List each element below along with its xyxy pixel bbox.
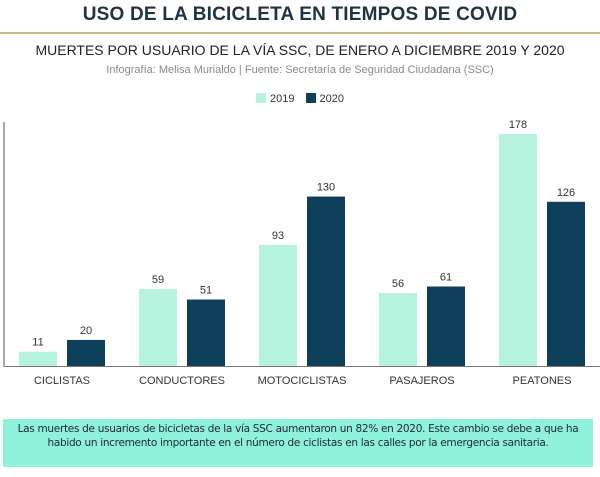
bar-conductores-2019 [139, 289, 177, 366]
bar-chart: 11 20 CICLISTAS 59 51 CONDUCTORES 93 130 MOTOCIC… [3, 119, 600, 387]
chart-subtitle: MUERTES POR USUARIO DE LA VÍA SSC, DE EN… [35, 42, 565, 58]
legend: 2019 2020 [0, 93, 600, 105]
bar-pasajeros-2020 [427, 286, 465, 366]
x-tick-label-conductores: CONDUCTORES [139, 375, 225, 387]
data-label-conductores-2020: 51 [200, 285, 212, 297]
data-label-peatones-2019: 178 [509, 119, 527, 131]
bar-motociclistas-2019 [259, 244, 297, 366]
x-tick-label-motociclistas: MOTOCICLISTAS [258, 375, 347, 387]
x-tick-label-pasajeros: PASAJEROS [389, 375, 454, 387]
credit-line: Infografía: Melisa Murialdo | Fuente: Se… [106, 64, 494, 76]
data-label-motociclistas-2019: 93 [272, 230, 284, 242]
data-label-ciclistas-2019: 11 [32, 337, 43, 349]
legend-label-2020: 2020 [319, 93, 345, 105]
legend-swatch-2019 [255, 93, 266, 103]
title-divider [0, 32, 600, 34]
bar-peatones-2020 [547, 201, 585, 366]
legend-item-2019: 2019 [255, 93, 295, 105]
data-label-pasajeros-2020: 61 [440, 271, 452, 283]
data-label-peatones-2020: 126 [557, 187, 575, 199]
bar-conductores-2020 [187, 299, 225, 366]
bar-pasajeros-2019 [379, 293, 417, 366]
x-tick-label-ciclistas: CICLISTAS [34, 375, 90, 387]
bar-ciclistas-2020 [67, 339, 105, 366]
bar-peatones-2019 [499, 134, 537, 366]
data-label-motociclistas-2020: 130 [317, 182, 335, 194]
bar-motociclistas-2020 [307, 196, 345, 366]
bar-ciclistas-2019 [19, 351, 57, 366]
data-label-conductores-2019: 59 [152, 274, 164, 286]
data-label-pasajeros-2019: 56 [392, 278, 404, 290]
page-title: USO DE LA BICICLETA EN TIEMPOS DE COVID [82, 4, 518, 25]
data-label-ciclistas-2020: 20 [80, 325, 92, 337]
legend-item-2020: 2020 [305, 93, 345, 105]
legend-swatch-2020 [305, 93, 316, 103]
legend-label-2019: 2019 [269, 93, 295, 105]
summary-note: Las muertes de usuarios de bicicletas de… [3, 419, 593, 467]
x-tick-label-peatones: PEATONES [513, 375, 572, 387]
